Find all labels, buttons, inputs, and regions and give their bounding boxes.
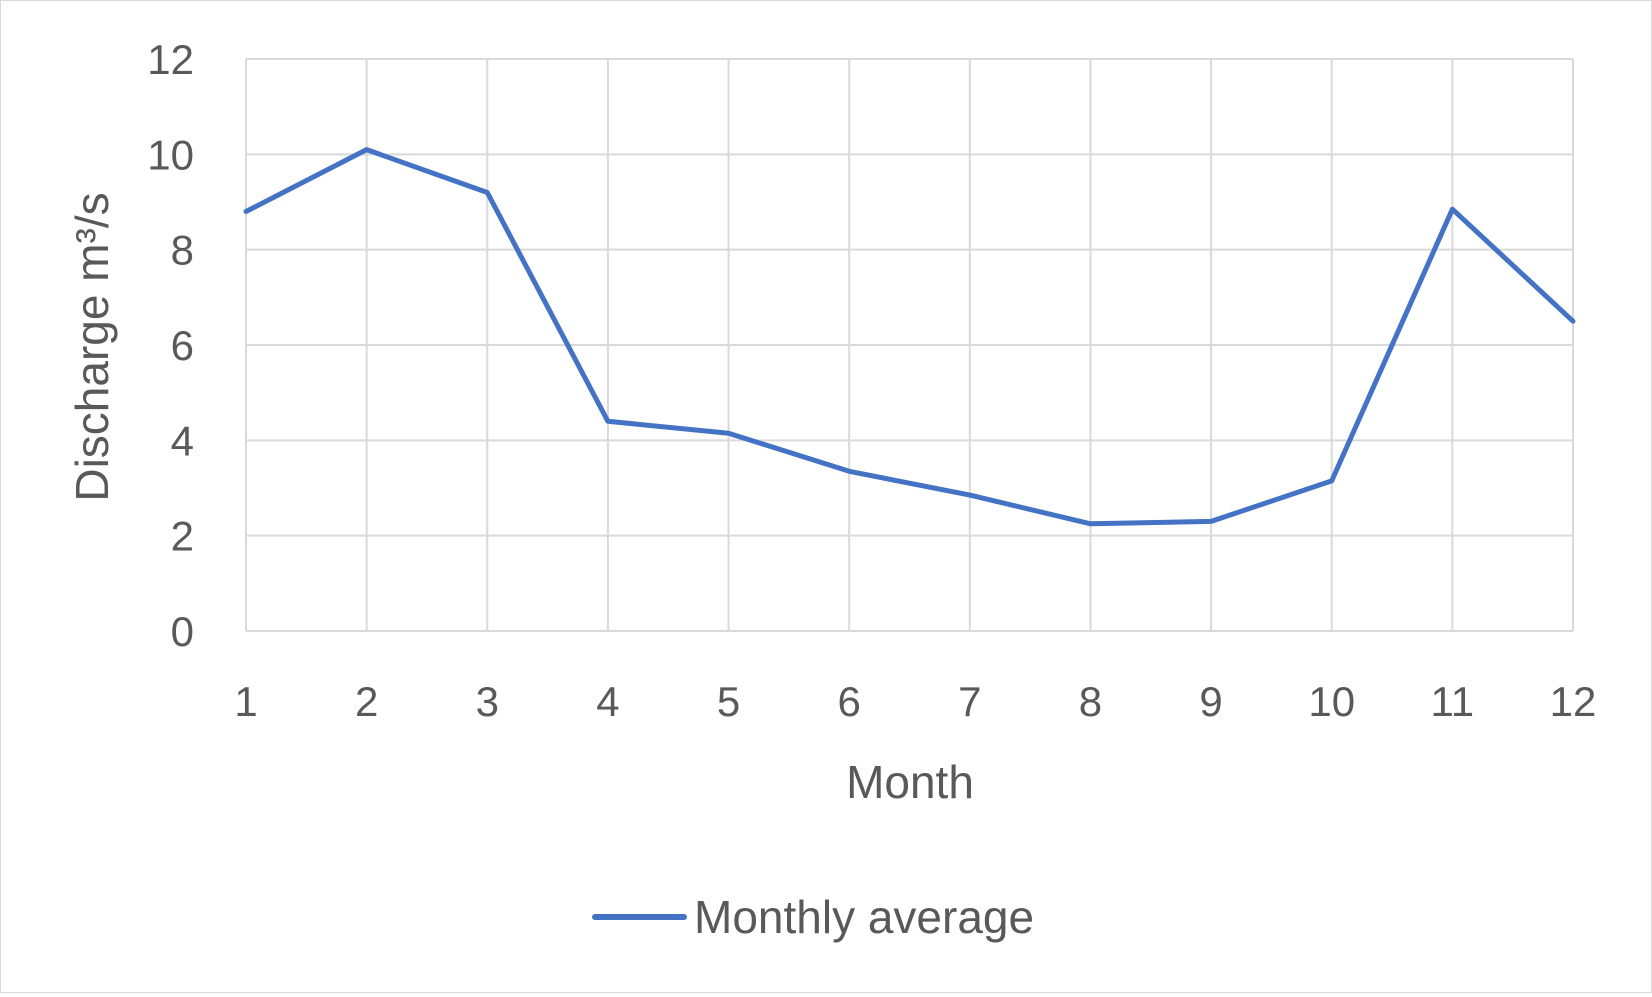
x-tick-label: 1 [234,678,257,725]
legend-label: Monthly average [694,891,1034,943]
y-tick-label: 12 [147,36,194,83]
x-tick-label: 8 [1079,678,1102,725]
series-line [246,150,1573,524]
x-tick-label: 11 [1431,678,1475,725]
y-tick-label: 2 [171,513,194,560]
x-axis-title: Month [846,756,974,808]
x-tick-label: 4 [596,678,619,725]
x-tick-label: 9 [1199,678,1222,725]
y-tick-label: 4 [171,417,194,464]
grid-lines [246,59,1573,631]
x-tick-label: 5 [717,678,740,725]
x-tick-label: 3 [476,678,499,725]
x-tick-label: 12 [1550,678,1597,725]
x-tick-label: 7 [958,678,981,725]
x-tick-label: 2 [355,678,378,725]
y-tick-label: 10 [147,131,194,178]
y-tick-label: 0 [171,608,194,655]
y-axis-ticks: 0 2 4 6 8 10 12 [147,36,194,655]
x-tick-label: 6 [838,678,861,725]
legend: Monthly average [595,891,1034,943]
y-axis-title: Discharge m³/s [66,192,118,501]
x-tick-label: 10 [1308,678,1355,725]
y-tick-label: 8 [171,227,194,274]
y-tick-label: 6 [171,322,194,369]
series-lines [246,149,1573,523]
